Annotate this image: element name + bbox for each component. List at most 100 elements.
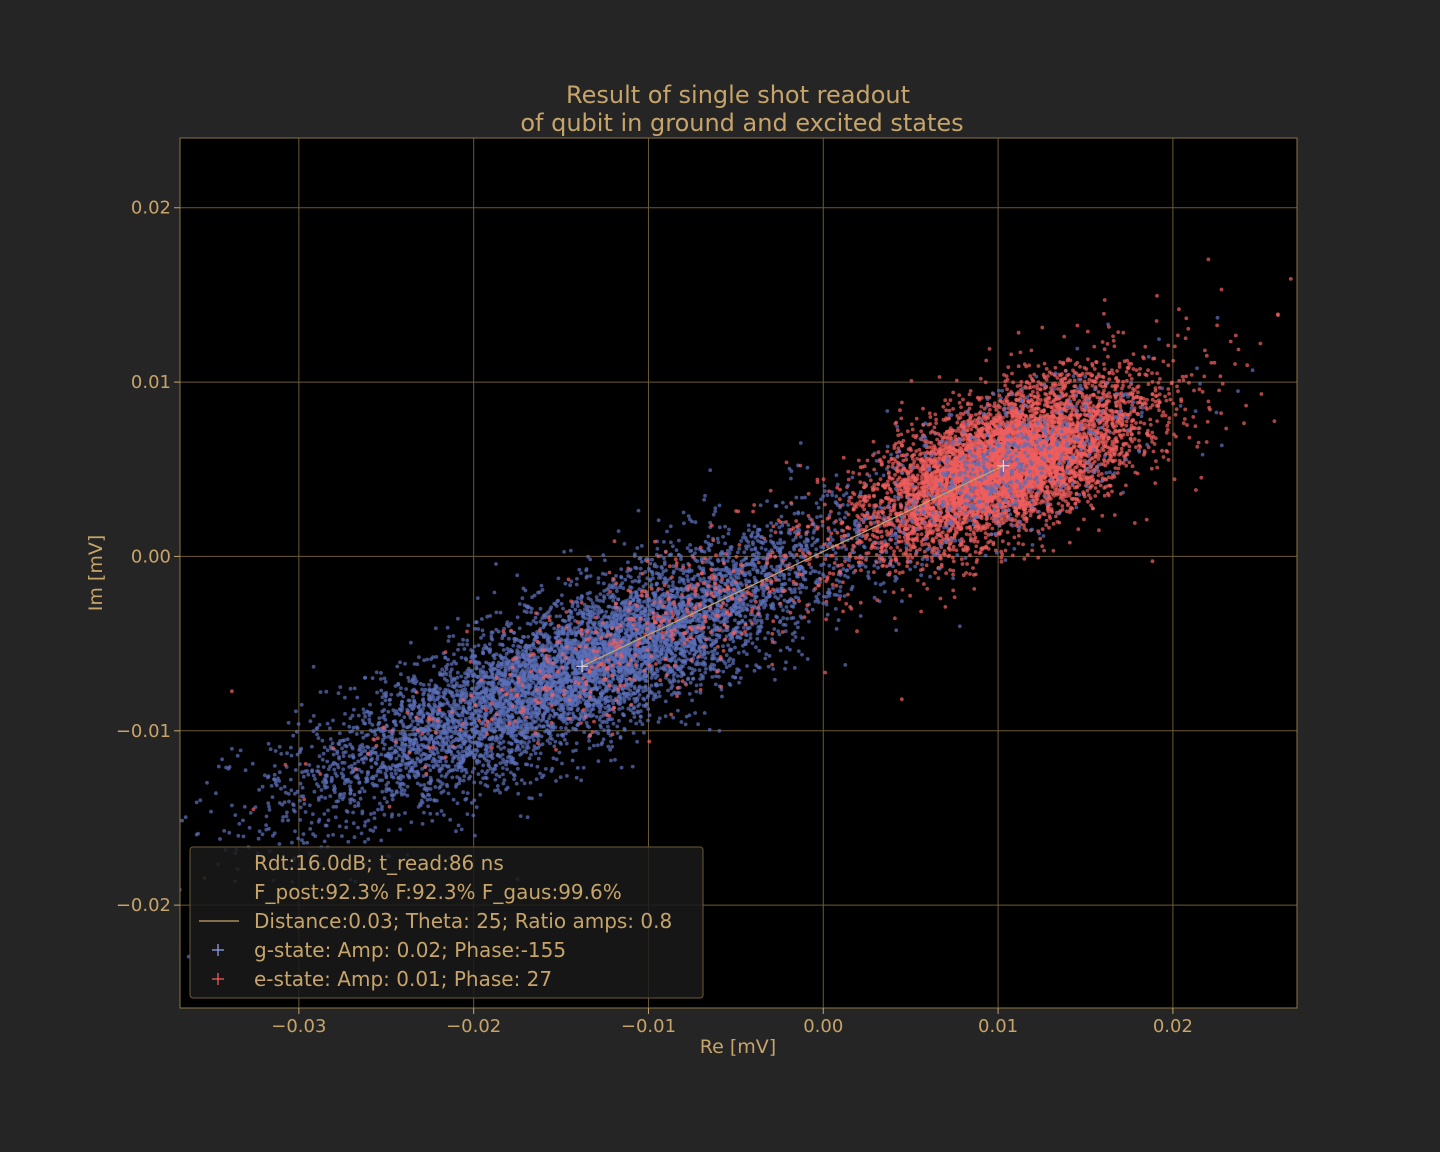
data-point	[526, 634, 531, 639]
data-point	[668, 524, 673, 529]
data-point	[289, 753, 294, 758]
data-point	[407, 679, 412, 683]
data-point	[579, 778, 584, 783]
data-point	[711, 656, 716, 661]
data-point	[685, 574, 690, 578]
data-point	[814, 501, 819, 505]
data-point	[532, 693, 537, 698]
data-point	[357, 790, 362, 794]
data-point	[461, 790, 466, 795]
data-point	[587, 620, 591, 624]
data-point	[963, 556, 968, 560]
data-point	[460, 749, 465, 754]
data-point	[360, 811, 365, 816]
data-point	[747, 579, 752, 584]
data-point	[352, 707, 356, 712]
data-point	[528, 780, 533, 785]
data-point	[220, 757, 225, 762]
data-point	[647, 686, 652, 691]
data-point	[196, 831, 201, 836]
data-point	[361, 760, 366, 765]
data-point	[749, 599, 753, 604]
data-point	[830, 538, 835, 542]
data-point	[671, 571, 676, 575]
data-point	[363, 840, 367, 844]
data-point	[687, 651, 692, 656]
data-point	[298, 781, 303, 786]
data-point	[683, 722, 688, 727]
grid	[180, 138, 1297, 1008]
data-point	[778, 554, 783, 558]
data-point	[350, 729, 355, 734]
data-point	[205, 780, 209, 785]
data-point	[316, 736, 321, 740]
data-point	[615, 731, 620, 735]
data-point	[493, 763, 498, 768]
data-point	[773, 504, 778, 508]
data-point	[772, 627, 777, 631]
data-point	[416, 722, 420, 727]
data-point	[409, 723, 414, 727]
data-point	[300, 838, 304, 842]
data-point	[363, 820, 368, 824]
data-point	[655, 546, 660, 551]
data-point	[356, 803, 361, 808]
data-point	[731, 661, 735, 666]
data-point	[467, 745, 472, 750]
data-point	[800, 585, 805, 590]
data-point	[308, 827, 313, 831]
data-point	[352, 686, 357, 691]
data-point	[699, 682, 703, 687]
data-point	[345, 737, 350, 742]
data-point	[501, 739, 506, 744]
data-point	[394, 771, 398, 776]
data-point	[550, 737, 554, 741]
data-point	[227, 830, 232, 835]
data-point	[765, 499, 769, 503]
data-point	[752, 617, 757, 622]
data-point	[415, 781, 420, 786]
data-point	[374, 773, 379, 778]
data-point	[609, 739, 613, 744]
data-point	[538, 751, 543, 756]
data-point	[445, 625, 450, 630]
data-point	[442, 813, 446, 817]
data-point	[647, 713, 652, 718]
data-point	[379, 838, 384, 843]
data-point	[454, 785, 458, 789]
data-point	[445, 784, 450, 789]
data-point	[529, 606, 534, 611]
data-point	[491, 660, 496, 665]
data-point	[606, 708, 611, 712]
data-point	[614, 586, 619, 590]
data-point	[480, 769, 485, 774]
data-point	[530, 796, 534, 801]
data-point	[474, 709, 478, 713]
data-point	[843, 663, 848, 667]
data-point	[733, 605, 738, 610]
data-point	[338, 685, 343, 689]
data-point	[796, 510, 801, 515]
data-point	[589, 707, 594, 712]
data-point	[765, 616, 769, 621]
data-point	[470, 652, 475, 657]
data-point	[667, 553, 672, 557]
data-point	[630, 764, 635, 769]
data-point	[838, 585, 843, 589]
data-point	[412, 662, 417, 666]
data-point	[535, 662, 539, 666]
data-point	[459, 674, 463, 679]
data-point	[881, 581, 886, 585]
data-point	[451, 797, 456, 802]
data-point	[308, 803, 312, 808]
data-point	[487, 642, 492, 646]
data-point	[529, 706, 533, 711]
data-point	[301, 774, 306, 779]
data-point	[913, 564, 918, 569]
data-point	[515, 573, 520, 578]
data-point	[623, 618, 628, 622]
data-point	[574, 582, 579, 587]
data-point	[341, 750, 346, 755]
data-point	[471, 673, 475, 678]
data-point	[710, 649, 714, 654]
